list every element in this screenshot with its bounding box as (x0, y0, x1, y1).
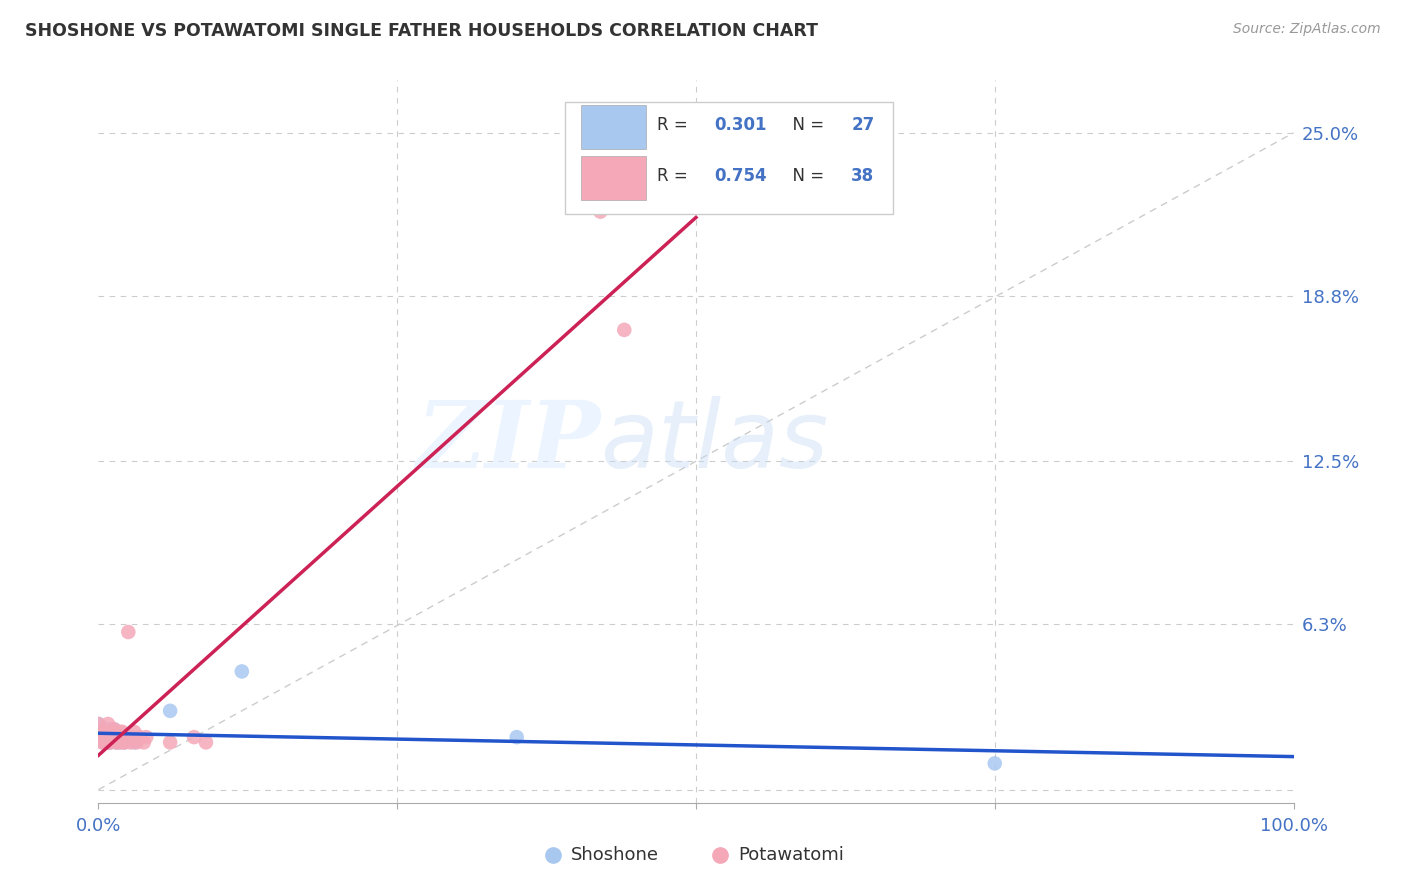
Point (94, 735, 117, 749)
Point (121, 730, 143, 744)
Text: N =: N = (782, 117, 830, 135)
Text: Shoshone: Shoshone (571, 846, 658, 863)
Point (105, 730, 128, 744)
Point (103, 723, 125, 737)
Point (96, 723, 118, 737)
Point (97, 717, 120, 731)
Point (183, 730, 205, 744)
Point (101, 730, 124, 744)
Point (107, 735, 129, 749)
Text: 27: 27 (852, 117, 875, 135)
Point (98, 735, 121, 749)
FancyBboxPatch shape (565, 102, 893, 214)
Point (108, 724, 131, 739)
Point (94, 730, 117, 744)
Point (98, 735, 122, 749)
Text: Potawatomi: Potawatomi (738, 846, 844, 863)
Point (87, 717, 110, 731)
Point (105, 735, 128, 749)
Point (93, 730, 115, 744)
Point (98, 735, 122, 749)
Point (98, 730, 121, 744)
Text: ZIP: ZIP (416, 397, 600, 486)
Point (117, 730, 139, 744)
Point (96, 724, 118, 739)
Point (103, 723, 125, 737)
Point (111, 724, 134, 739)
Point (195, 735, 218, 749)
Point (231, 665, 253, 679)
FancyBboxPatch shape (581, 156, 645, 201)
Point (87, 730, 110, 744)
Text: 0.301: 0.301 (714, 117, 766, 135)
Point (91, 735, 114, 749)
Point (124, 724, 146, 739)
Point (93, 735, 115, 749)
Point (105, 735, 128, 749)
Point (506, 730, 529, 744)
Point (87, 730, 110, 744)
Point (125, 735, 148, 749)
Point (93, 724, 115, 739)
Text: 38: 38 (852, 168, 875, 186)
Point (111, 730, 134, 744)
Point (129, 730, 152, 744)
Point (98, 724, 122, 739)
Point (87, 717, 110, 731)
Text: atlas: atlas (600, 396, 828, 487)
Point (114, 735, 136, 749)
Point (107, 730, 129, 744)
Text: R =: R = (657, 168, 693, 186)
Text: 0.754: 0.754 (714, 168, 766, 186)
Point (97, 735, 120, 749)
Point (111, 735, 134, 749)
Point (101, 730, 124, 744)
Point (93, 724, 115, 739)
Point (124, 735, 146, 749)
Point (159, 704, 181, 718)
Point (984, 756, 1007, 771)
Point (98, 724, 122, 739)
Point (91, 730, 114, 744)
Point (120, 735, 142, 749)
Point (159, 735, 181, 749)
Point (108, 730, 131, 744)
Point (132, 735, 155, 749)
FancyBboxPatch shape (581, 105, 645, 150)
Point (97, 730, 120, 744)
Text: N =: N = (782, 168, 830, 186)
Point (135, 730, 157, 744)
Point (117, 625, 139, 640)
Point (108, 735, 131, 749)
Point (105, 724, 128, 739)
Point (589, 204, 612, 219)
Text: SHOSHONE VS POTAWATOMI SINGLE FATHER HOUSEHOLDS CORRELATION CHART: SHOSHONE VS POTAWATOMI SINGLE FATHER HOU… (25, 22, 818, 40)
Point (91, 735, 114, 749)
Point (91, 724, 114, 739)
Point (114, 735, 136, 749)
Text: Source: ZipAtlas.com: Source: ZipAtlas.com (1233, 22, 1381, 37)
Point (90, 730, 112, 744)
Point (115, 730, 138, 744)
Point (613, 323, 636, 337)
Text: R =: R = (657, 117, 693, 135)
Point (90, 724, 112, 739)
